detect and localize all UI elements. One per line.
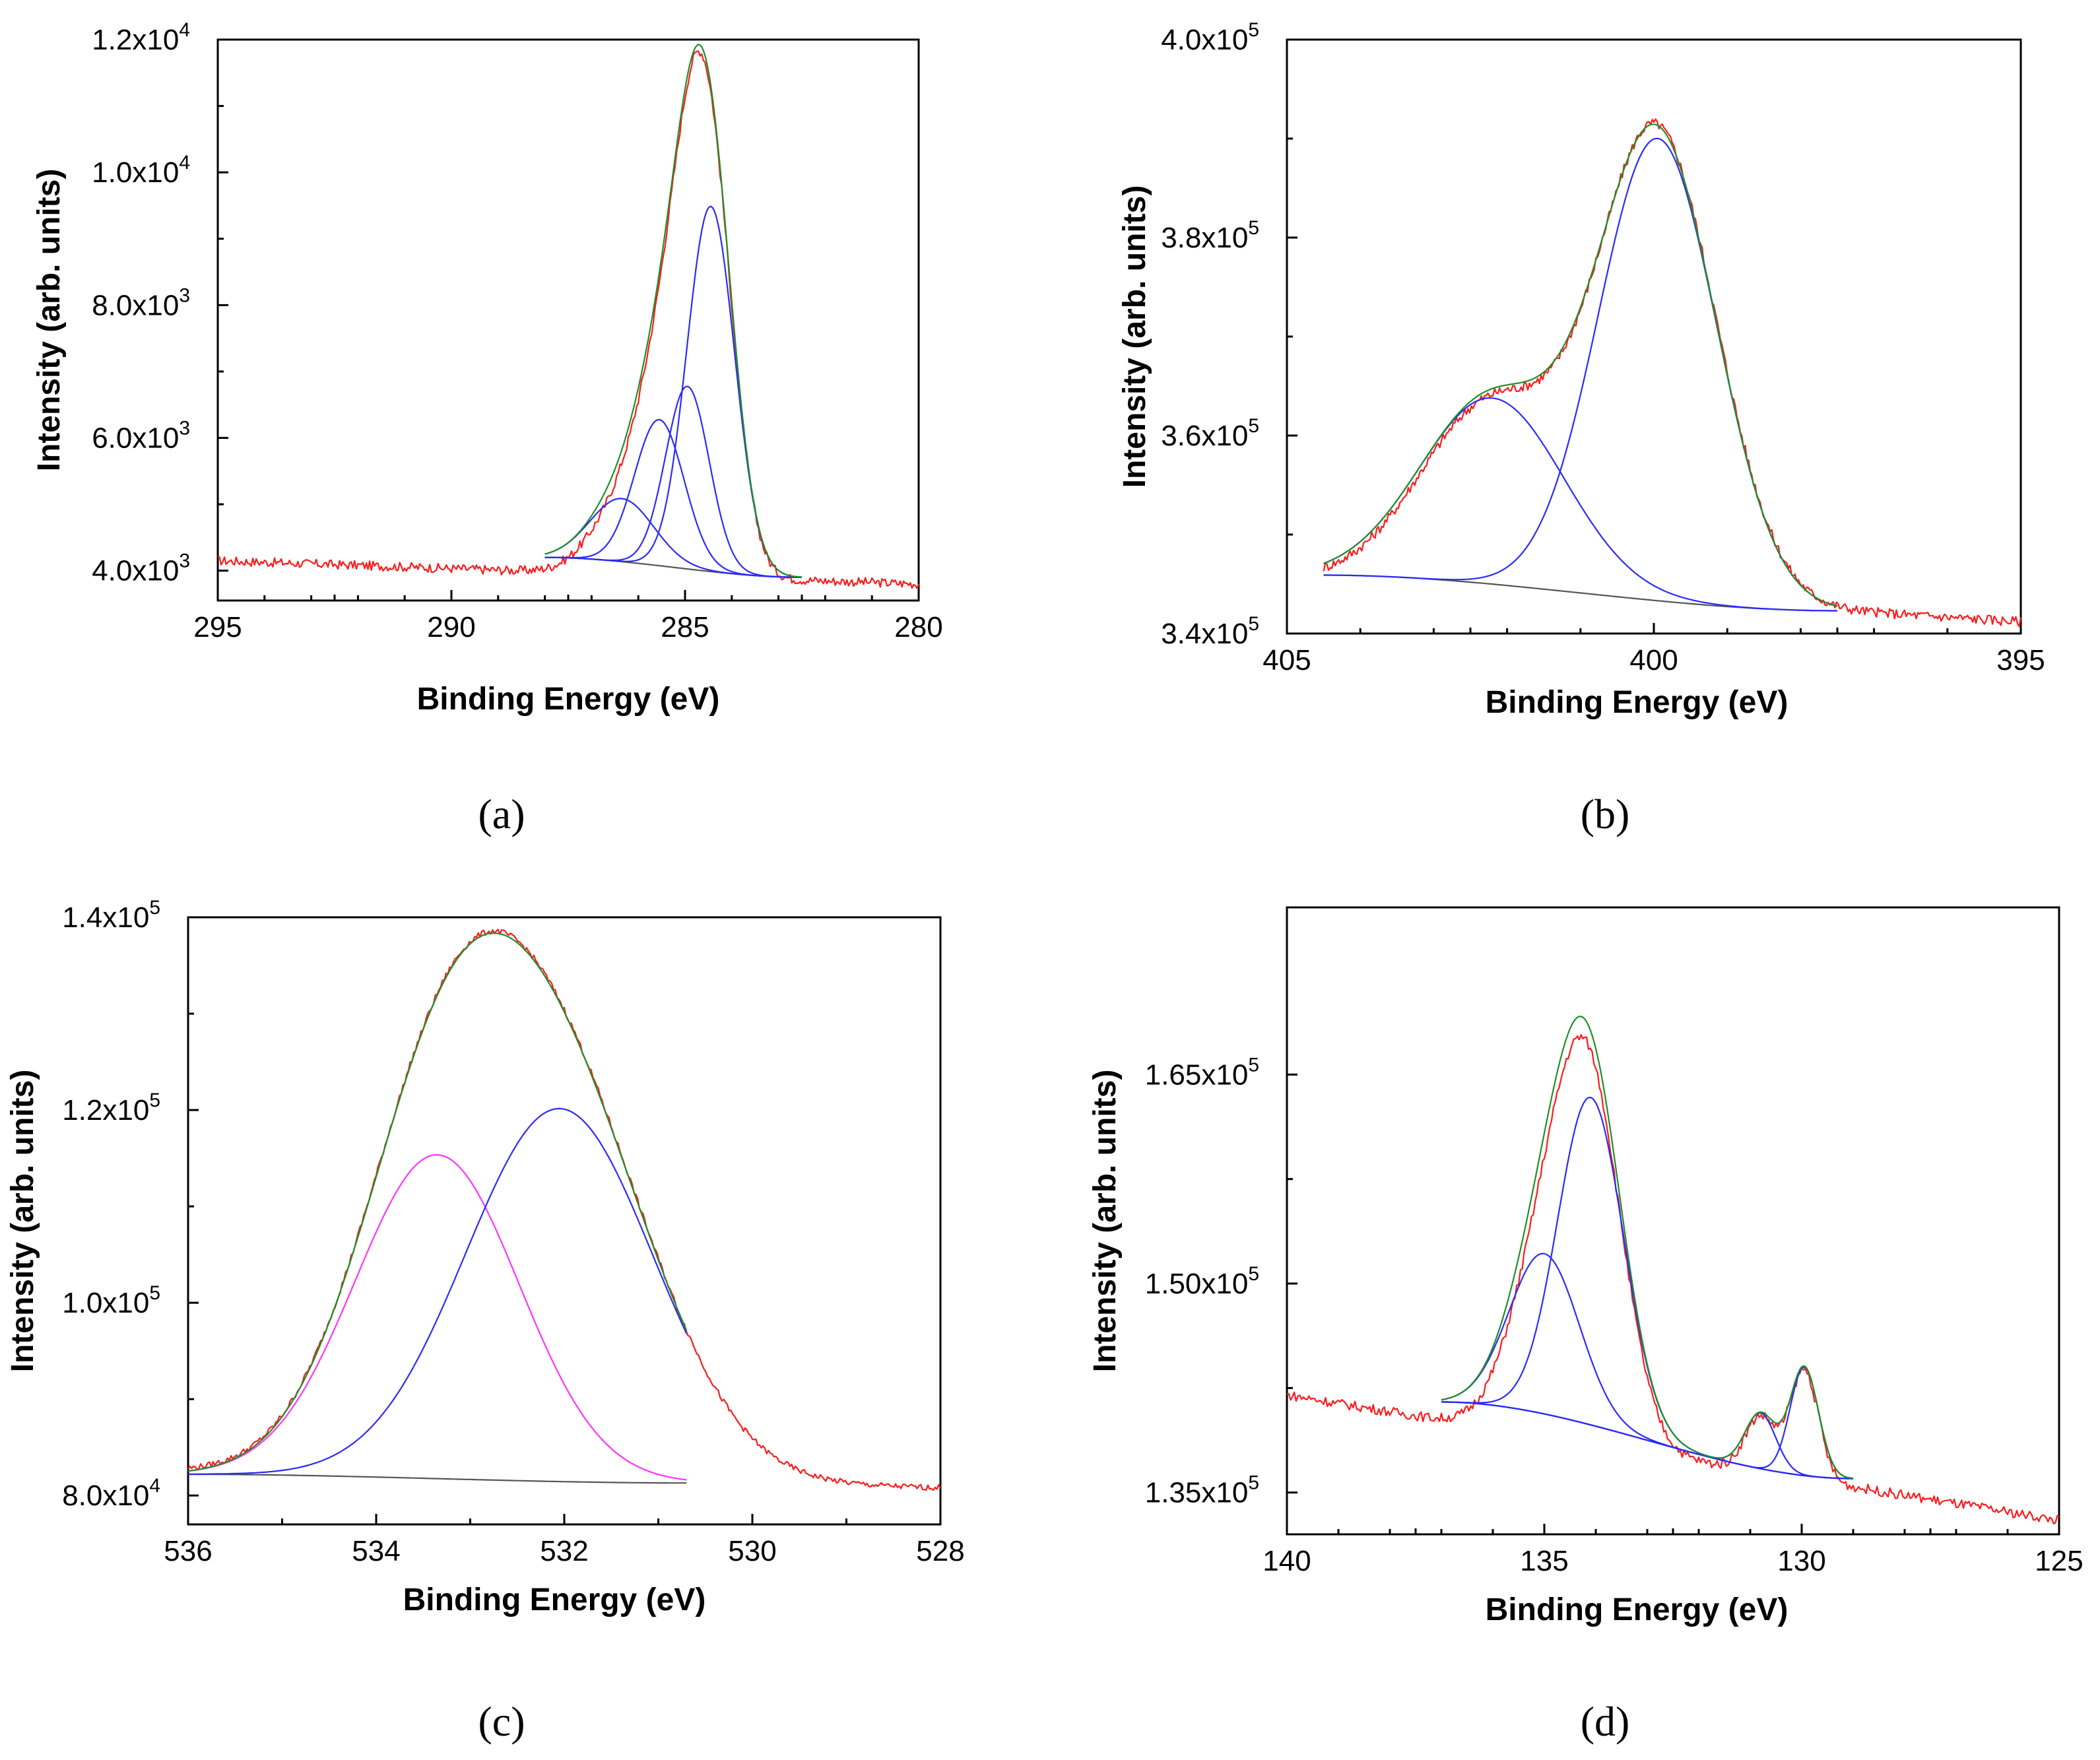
panel-d-raw-spectrum: [1286, 1034, 2060, 1524]
panel-b-component-N2: [1323, 137, 1838, 607]
panel-a-component-C4: [544, 498, 802, 578]
panel-d-ticks: [1286, 1073, 2060, 1534]
panel-c-y-axis-title: Intensity (arb. units): [5, 1070, 40, 1373]
panel-d-tick-labels: 140 135 130 125 1.35x105 1.50x105 1.65x105: [1145, 1054, 2084, 1577]
panel-a-plot-frame: [216, 38, 920, 602]
panel-a-series: [217, 44, 920, 589]
panel-b-background-line: [1323, 574, 1837, 612]
panel-d: 140 135 130 125 1.35x105 1.50x105 1.65x105 Bin…: [1088, 906, 2084, 1745]
panel-d-y-axis-title: Intensity (arb. units): [1088, 1070, 1123, 1373]
panel-b-y-tick-label: 3.4x105: [1161, 613, 1259, 650]
panel-b-y-tick-label: 3.8x105: [1161, 217, 1259, 254]
panel-b-series: [1323, 118, 2022, 628]
panel-a-caption: (a): [478, 791, 525, 837]
panel-d-plot-frame: [1286, 906, 2060, 1536]
panel-a-x-tick-label: 290: [427, 611, 475, 643]
panel-a-y-tick-label: 1.0x104: [92, 152, 190, 189]
panel-b-raw-spectrum: [1323, 118, 2022, 628]
panel-a-raw-spectrum: [217, 50, 920, 589]
panel-c-x-tick-label: 528: [916, 1535, 964, 1567]
panel-a-x-axis-title: Binding Energy (eV): [417, 682, 720, 717]
panel-d-x-tick-label: 135: [1520, 1545, 1568, 1577]
panel-c-x-tick-label: 530: [728, 1535, 776, 1567]
panel-b-x-tick-label: 405: [1263, 644, 1311, 676]
panel-b-plot-frame: [1286, 38, 2022, 635]
panel-b-y-tick-label: 3.6x105: [1161, 415, 1259, 452]
panel-c-x-tick-label: 534: [352, 1535, 400, 1567]
panel-b-x-tick-label: 400: [1629, 644, 1678, 676]
panel-c: 536 534 532 530 528 8.0x104 1.0x105 1.2x105 1.4x…: [5, 897, 965, 1745]
panel-c-component-O2: [188, 1107, 688, 1475]
panel-d-y-tick-label: 1.50x105: [1145, 1263, 1259, 1300]
panel-a-ticks: [216, 38, 920, 601]
panel-d-component-S4: [1441, 1401, 1854, 1480]
panel-c-y-tick-label: 8.0x104: [62, 1475, 160, 1512]
panel-b-tick-labels: 405 400 395 3.4x105 3.6x105 3.8x105 4.0x105: [1161, 19, 2045, 676]
panel-b-x-tick-label: 395: [1996, 644, 2045, 676]
panel-c-background-line: [188, 1474, 687, 1484]
panel-c-x-tick-label: 532: [540, 1535, 588, 1567]
panel-a: 295 290 285 280 4.0x103 6.0x103 8.0x103 1.0x104…: [32, 19, 943, 837]
panel-c-raw-spectrum: [187, 929, 941, 1491]
panel-a-y-tick-label: 4.0x103: [92, 550, 190, 587]
panel-d-x-axis-title: Binding Energy (eV): [1486, 1592, 1788, 1627]
panel-b-fit-envelope: [1323, 123, 1838, 607]
panel-a-y-axis-title: Intensity (arb. units): [32, 169, 67, 472]
panel-a-background-line: [544, 556, 802, 578]
panel-d-x-tick-label: 125: [2035, 1545, 2083, 1577]
panel-a-y-tick-label: 8.0x103: [92, 284, 190, 321]
panel-c-y-tick-label: 1.0x105: [62, 1282, 160, 1319]
panel-c-series: [187, 929, 941, 1491]
panel-c-ticks: [187, 916, 942, 1524]
panel-d-fit-envelope: [1441, 1015, 1854, 1480]
panel-d-x-tick-label: 140: [1263, 1545, 1311, 1577]
panel-c-y-tick-label: 1.2x105: [62, 1090, 160, 1126]
panel-c-x-tick-label: 536: [164, 1535, 212, 1567]
panel-d-component-S1: [1441, 1096, 1854, 1480]
panel-b-ticks: [1286, 38, 2022, 635]
panel-d-series: [1286, 1015, 2060, 1524]
panel-a-y-tick-label: 1.2x104: [92, 19, 190, 56]
panel-a-tick-labels: 295 290 285 280 4.0x103 6.0x103 8.0x103 1.0x104…: [92, 19, 943, 643]
panel-c-component-O1: [187, 1154, 687, 1481]
panel-a-fit-envelope: [544, 44, 802, 578]
panel-a-component-C3: [544, 418, 802, 578]
panel-a-x-tick-label: 280: [894, 611, 942, 643]
panel-a-y-tick-label: 6.0x103: [92, 418, 190, 455]
panel-b: 405 400 395 3.4x105 3.6x105 3.8x105 4.0x105 Bi…: [1117, 19, 2045, 837]
panel-b-caption: (b): [1581, 791, 1630, 837]
panel-a-component-C2: [544, 385, 802, 578]
panel-d-component-S3: [1441, 1366, 1854, 1480]
panel-c-fit-envelope: [187, 932, 688, 1472]
panel-a-x-tick-label: 285: [661, 611, 709, 643]
panel-c-y-tick-label: 1.4x105: [62, 897, 160, 934]
panel-c-x-axis-title: Binding Energy (eV): [403, 1582, 706, 1617]
panel-b-y-axis-title: Intensity (arb. units): [1117, 185, 1152, 488]
panel-d-component-S2: [1441, 1253, 1854, 1480]
panel-a-x-tick-label: 295: [193, 611, 242, 643]
panel-d-x-tick-label: 130: [1777, 1545, 1825, 1577]
panel-d-y-tick-label: 1.35x105: [1145, 1472, 1259, 1509]
panel-d-y-tick-label: 1.65x105: [1145, 1054, 1259, 1091]
panel-c-tick-labels: 536 534 532 530 528 8.0x104 1.0x105 1.2x105 1.4x…: [62, 897, 965, 1567]
panel-c-caption: (c): [478, 1698, 525, 1745]
panel-b-y-tick-label: 4.0x105: [1161, 19, 1259, 56]
panel-a-component-C1: [544, 205, 803, 578]
panel-b-x-axis-title: Binding Energy (eV): [1486, 685, 1788, 720]
panel-d-caption: (d): [1581, 1698, 1630, 1745]
